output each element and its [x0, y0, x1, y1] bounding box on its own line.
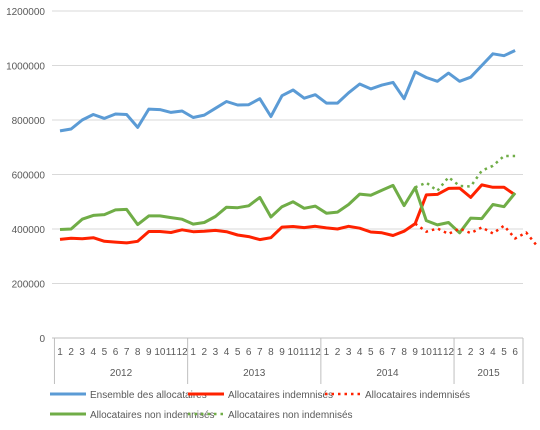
x-month-label: 11 — [432, 347, 443, 358]
x-month-label: 3 — [346, 347, 352, 358]
x-month-label: 1 — [57, 347, 63, 358]
x-month-label: 9 — [279, 347, 285, 358]
x-month-label: 3 — [213, 347, 219, 358]
y-tick-label: 600000 — [12, 171, 46, 182]
y-tick-label: 200000 — [12, 280, 46, 291]
x-month-label: 8 — [268, 347, 274, 358]
x-month-label: 5 — [102, 347, 108, 358]
x-year-label: 2012 — [110, 368, 133, 379]
data-series — [59, 49, 539, 247]
x-month-label: 2 — [68, 347, 74, 358]
x-month-label: 6 — [246, 347, 252, 358]
legend: Ensemble des allocataires Allocataires in… — [50, 390, 470, 421]
x-month-label: 6 — [379, 347, 385, 358]
legend-label: Ensemble des allocataires — [90, 390, 207, 401]
x-month-label: 5 — [501, 347, 507, 358]
x-month-label: 7 — [124, 347, 130, 358]
y-tick-label: 800000 — [12, 116, 46, 127]
x-month-label: 1 — [457, 347, 463, 358]
y-tick-label: 0 — [39, 334, 45, 345]
x-axis: 1 2 3 4 5 6 7 8 9 10 11 12 1 2 3 4 5 6 7 8 9 10 11 12 1 2 3 4 5 6 7 8 9 1… — [52, 337, 524, 384]
series-line-2 — [59, 183, 516, 245]
series-line-1 — [59, 49, 516, 133]
x-month-label: 9 — [412, 347, 418, 358]
x-month-label: 3 — [479, 347, 485, 358]
x-month-label: 11 — [299, 347, 310, 358]
x-month-label: 12 — [310, 347, 322, 358]
x-month-label: 6 — [512, 347, 518, 358]
x-month-label: 2 — [202, 347, 208, 358]
x-year-label: 2015 — [477, 368, 500, 379]
series-line-5 — [414, 154, 516, 193]
x-month-label: 1 — [324, 347, 330, 358]
legend-label: Allocataires indemnisés — [365, 390, 470, 401]
x-month-label: 1 — [190, 347, 196, 358]
x-month-label: 11 — [166, 347, 177, 358]
series-line-3 — [414, 222, 539, 247]
grid-lines — [52, 10, 523, 339]
x-year-label: 2013 — [243, 368, 266, 379]
x-month-label: 6 — [113, 347, 119, 358]
x-month-label: 5 — [368, 347, 374, 358]
x-month-label: 4 — [91, 347, 97, 358]
y-tick-label: 1200000 — [6, 7, 45, 18]
x-month-label: 9 — [146, 347, 152, 358]
x-month-label: 12 — [177, 347, 189, 358]
y-tick-label: 400000 — [12, 225, 46, 236]
x-month-label: 10 — [288, 347, 300, 358]
x-month-label: 5 — [235, 347, 241, 358]
x-month-label: 2 — [335, 347, 341, 358]
x-month-label: 3 — [79, 347, 85, 358]
x-month-label: 7 — [390, 347, 396, 358]
x-month-label: 8 — [401, 347, 407, 358]
x-month-label: 2 — [468, 347, 474, 358]
y-tick-label: 1000000 — [6, 62, 45, 73]
x-month-label: 12 — [443, 347, 455, 358]
x-month-label: 8 — [135, 347, 141, 358]
x-month-label: 10 — [421, 347, 433, 358]
x-month-label: 4 — [357, 347, 363, 358]
legend-label: Allocataires non indemnisés — [228, 410, 353, 421]
x-year-label: 2014 — [376, 368, 399, 379]
x-month-label: 7 — [257, 347, 263, 358]
series-line-4 — [59, 183, 517, 235]
legend-label: Allocataires non indemnisés — [90, 410, 215, 421]
legend-label: Allocataires indemnisés — [228, 390, 333, 401]
y-axis-tick-labels: 0 200000 400000 600000 800000 1000000 1200000 — [6, 7, 45, 345]
x-month-label: 4 — [490, 347, 496, 358]
x-month-label: 10 — [154, 347, 166, 358]
x-month-label: 4 — [224, 347, 230, 358]
